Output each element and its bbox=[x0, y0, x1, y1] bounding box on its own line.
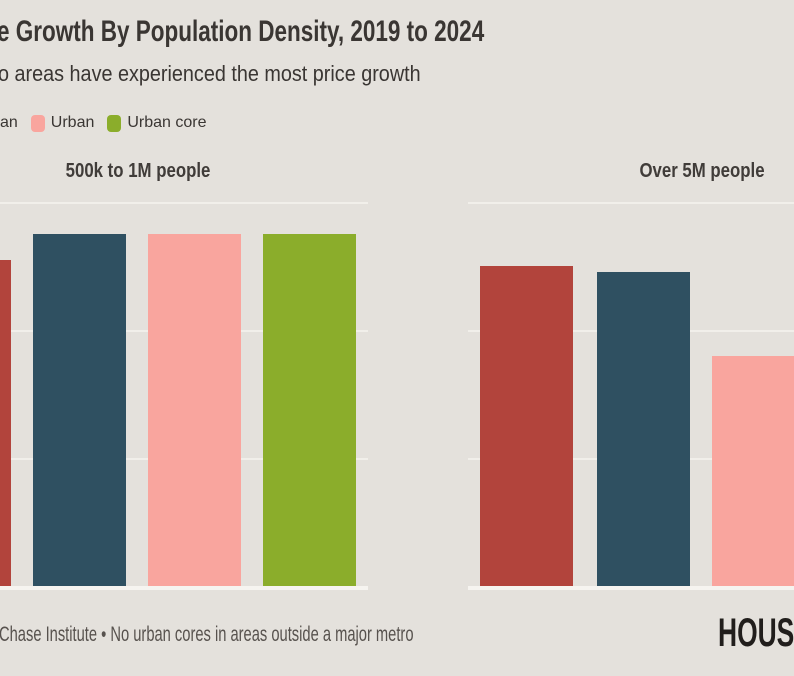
axis-baseline bbox=[0, 586, 368, 590]
panel-title-500k-1m: 500k to 1M people bbox=[65, 160, 211, 182]
legend-label-urban: Urban bbox=[50, 114, 95, 131]
bar-over5m-urban-cropped bbox=[712, 355, 794, 586]
bar-500k1m-red-cropped bbox=[0, 259, 11, 586]
legend-swatch-urban bbox=[30, 114, 45, 132]
gridline bbox=[0, 202, 368, 204]
legend-label-urban-core: Urban core bbox=[127, 114, 207, 131]
legend-label-cropped: an bbox=[0, 114, 18, 131]
bar-500k1m-urban-core bbox=[263, 234, 356, 586]
source-note: Chase Institute • No urban cores in area… bbox=[0, 623, 414, 646]
housingwire-logo: HOUS bbox=[718, 611, 794, 655]
chart-subtitle: o areas have experienced the most price … bbox=[0, 61, 421, 86]
bar-500k1m-urban bbox=[148, 234, 241, 586]
chart-title: e Growth By Population Density, 2019 to … bbox=[0, 15, 485, 48]
panel-title-over-5m: Over 5M people bbox=[639, 160, 765, 182]
gridline bbox=[468, 202, 794, 204]
legend: an Urban Urban core bbox=[0, 113, 207, 133]
bar-over5m-red bbox=[480, 266, 573, 586]
bar-500k1m-slate bbox=[33, 234, 126, 586]
axis-baseline bbox=[468, 586, 794, 590]
bar-over5m-slate bbox=[597, 272, 690, 586]
legend-swatch-urban-core bbox=[107, 114, 122, 132]
